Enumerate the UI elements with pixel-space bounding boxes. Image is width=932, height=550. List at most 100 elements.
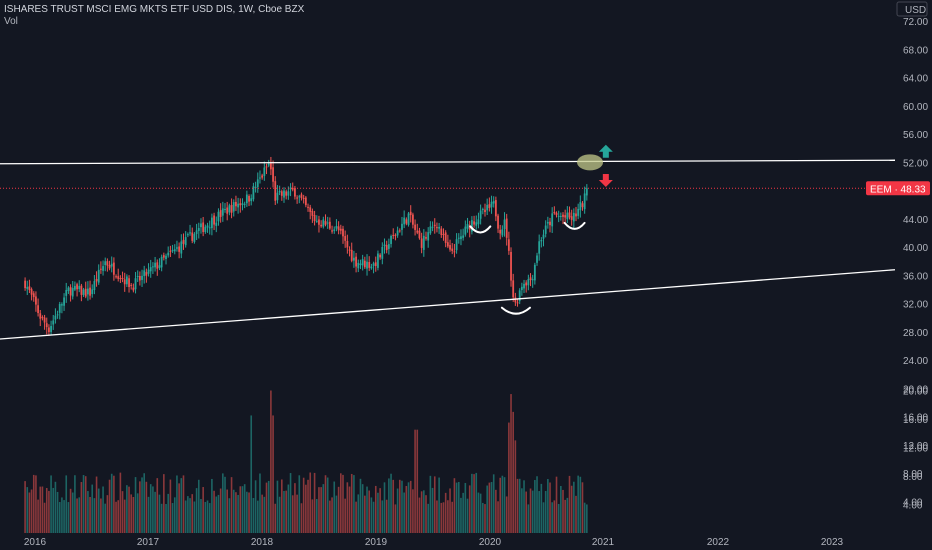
volume-tick-label: 4.00 — [903, 501, 923, 512]
time-tick-label: 2018 — [251, 537, 274, 548]
volume-bar — [577, 475, 579, 533]
candle-body — [141, 275, 143, 280]
volume-bar — [141, 477, 143, 533]
volume-bar — [289, 473, 292, 533]
volume-bar — [534, 480, 536, 533]
volume-bar — [156, 478, 159, 533]
volume-bar — [298, 475, 301, 533]
volume-bar — [191, 494, 194, 533]
candle-body — [158, 265, 161, 268]
volume-bar — [557, 503, 560, 533]
volume-bar — [121, 491, 124, 533]
candle-body — [230, 205, 233, 213]
candle-body — [298, 196, 301, 198]
candle-body — [186, 234, 189, 236]
volume-bar — [82, 475, 85, 533]
candle-body — [568, 212, 571, 218]
volume-tick-label: 16.00 — [903, 415, 928, 426]
volume-bar — [340, 473, 342, 533]
candle-body — [204, 226, 207, 233]
volume-bar — [544, 490, 547, 533]
candle-body — [132, 287, 135, 291]
volume-bar — [117, 500, 120, 533]
price-tick-label: 24.00 — [903, 356, 928, 367]
volume-bar — [503, 477, 506, 533]
candle-body — [197, 228, 200, 231]
volume-bar — [320, 487, 322, 533]
volume-bar — [490, 482, 493, 533]
price-tick-label: 64.00 — [903, 74, 928, 85]
volume-bar — [581, 482, 584, 533]
smile-mark — [563, 221, 586, 230]
candle-body — [224, 208, 226, 210]
candle-body — [26, 286, 29, 289]
volume-bar — [512, 411, 514, 533]
candle-body — [210, 217, 213, 229]
candle-body — [335, 225, 338, 229]
volume-bar — [165, 503, 167, 533]
candle-body — [385, 244, 388, 251]
candle-body — [531, 279, 534, 281]
candle-body — [69, 287, 72, 296]
candle-body — [346, 240, 349, 248]
price-tick-label: 32.00 — [903, 300, 928, 311]
volume-bar — [147, 496, 150, 533]
candle-body — [80, 285, 83, 295]
volume-bar — [442, 502, 445, 533]
candle-body — [274, 181, 277, 201]
candle-body — [583, 193, 586, 210]
price-tick-label: 56.00 — [903, 130, 928, 141]
price-axis[interactable]: 72.0068.0064.0060.0056.0052.0048.0044.00… — [896, 1, 928, 512]
volume-bar — [466, 498, 469, 533]
candle-body — [333, 229, 336, 231]
price-tag-text: EEM · 48.33 — [870, 184, 926, 195]
volume-bar — [335, 495, 338, 533]
candle-body — [182, 239, 185, 244]
volume-bar — [215, 496, 218, 533]
volume-bar — [482, 502, 484, 533]
candle-body — [572, 212, 575, 222]
volume-bar — [451, 501, 454, 533]
volume-bar — [564, 499, 566, 533]
volume-bar — [80, 482, 83, 533]
price-tick-label: 4.00 — [903, 497, 923, 508]
candle-body — [477, 219, 480, 225]
volume-bar — [553, 500, 556, 533]
volume-bar — [497, 501, 499, 533]
volume-bar — [449, 488, 451, 533]
price-tick-label: 52.00 — [903, 158, 928, 169]
volume-bar — [307, 479, 309, 533]
volume-bar — [407, 482, 410, 533]
volume-bar — [473, 474, 475, 533]
time-tick-label: 2023 — [821, 537, 844, 548]
candle-body — [396, 230, 399, 236]
candle-body — [93, 281, 96, 291]
candle-body — [481, 209, 484, 211]
candle-body — [232, 202, 235, 212]
volume-bar — [468, 485, 471, 533]
volume-bar — [106, 495, 109, 533]
time-axis[interactable]: 2016 2017 2018 2019 2020 2021 2022 2023 — [24, 537, 844, 548]
volume-bar — [462, 492, 464, 533]
candle-body — [544, 225, 547, 234]
volume-bar — [477, 492, 480, 533]
candle-body — [416, 230, 419, 233]
candle-body — [130, 284, 133, 286]
volume-bar — [228, 498, 231, 533]
candle-body — [494, 200, 497, 217]
volume-bar — [302, 477, 305, 533]
volume-bar — [270, 390, 272, 533]
candle-body — [152, 266, 154, 268]
candle-body — [466, 224, 469, 229]
volume-bar — [374, 485, 377, 533]
volume-bar — [84, 476, 87, 533]
candle-body — [501, 229, 504, 236]
volume-bar — [132, 496, 135, 533]
candle-body — [368, 262, 371, 268]
volume-bar — [495, 489, 497, 533]
volume-bar — [583, 502, 586, 533]
candle-body — [119, 278, 122, 280]
candle-body — [245, 194, 248, 204]
volume-tick-label: 12.00 — [903, 444, 928, 455]
